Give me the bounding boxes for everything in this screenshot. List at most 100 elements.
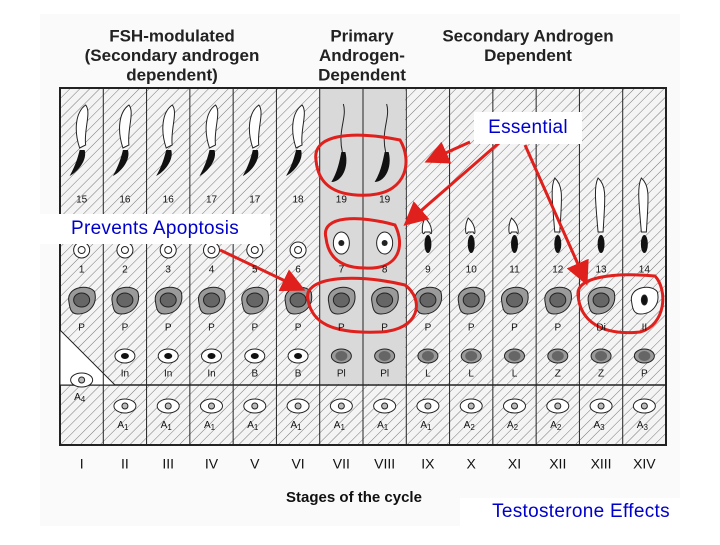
- cell-label: Pl: [380, 369, 389, 380]
- spermatid-tail: [374, 152, 390, 182]
- cell-label: A1: [247, 420, 259, 432]
- cell-label: A1: [377, 420, 389, 432]
- cell-label: P: [208, 323, 215, 334]
- cell-label: P: [511, 323, 518, 334]
- nucleus: [164, 402, 172, 410]
- nucleus: [120, 353, 129, 359]
- cell-label: A1: [334, 420, 346, 432]
- label-subscript: 1: [384, 423, 389, 432]
- circle-late-stages: [576, 273, 665, 335]
- step-number: 1: [79, 265, 85, 276]
- nucleus: [203, 292, 220, 308]
- label-base: A: [117, 420, 124, 431]
- cell-label: Pl: [337, 369, 346, 380]
- cell-label: A2: [464, 420, 476, 432]
- nucleus: [250, 353, 259, 359]
- annotation: Testosterone Effects: [492, 501, 670, 522]
- cell-label: II: [642, 323, 648, 334]
- nucleus: [294, 402, 302, 410]
- spermatid-tail: [242, 150, 259, 176]
- step-number: 7: [339, 265, 345, 276]
- cell-label: A1: [161, 420, 173, 432]
- nucleus: [332, 292, 350, 308]
- spermatid-tail: [199, 150, 216, 176]
- arrow: [424, 140, 471, 164]
- nucleus: [73, 292, 91, 308]
- spermatid-tail: [156, 150, 172, 176]
- step-number: 16: [163, 195, 175, 206]
- stage-label: IX: [421, 456, 435, 472]
- spermatid-head: [119, 104, 132, 149]
- label-base: A: [420, 420, 427, 431]
- stage-label: V: [250, 456, 260, 472]
- header: Androgen-: [319, 46, 405, 65]
- spermatid-tail: [69, 150, 86, 176]
- nucleus: [551, 351, 564, 361]
- nucleus: [549, 292, 567, 308]
- step-number: 11: [509, 265, 520, 276]
- primary-dependent-band: [319, 89, 405, 384]
- cell-label: B: [251, 369, 258, 380]
- label-base: A: [334, 420, 341, 431]
- label-base: A: [247, 420, 254, 431]
- step-number: 14: [639, 265, 651, 276]
- nucleus: [462, 292, 480, 308]
- nucleus: [338, 240, 345, 246]
- nucleus: [597, 402, 605, 410]
- cell-label: In: [164, 369, 172, 380]
- stage-label: IV: [205, 456, 219, 472]
- label-base: A: [550, 420, 557, 431]
- cell-label: P: [381, 323, 388, 334]
- step-number: 3: [165, 265, 171, 276]
- header: Secondary Androgen: [442, 26, 613, 45]
- spermatid-head: [554, 235, 562, 253]
- stage-label: VIII: [374, 456, 395, 472]
- nucleus: [419, 292, 437, 308]
- label-base: A: [377, 420, 384, 431]
- header: Dependent: [484, 46, 572, 65]
- stage-label: VII: [333, 456, 350, 472]
- nucleus: [511, 402, 518, 410]
- circle-spermatocytes: [306, 276, 418, 334]
- label-subscript: 1: [427, 423, 432, 432]
- circle-round: [323, 217, 402, 270]
- label-subscript: 1: [254, 423, 259, 432]
- cell-label: A2: [507, 420, 519, 432]
- arrow: [523, 144, 589, 286]
- label-subscript: 1: [340, 423, 345, 432]
- step-number: 16: [119, 195, 131, 206]
- step-number: 10: [466, 265, 478, 276]
- spermatid-tail: [112, 150, 129, 176]
- cell-label: A1: [117, 420, 129, 432]
- step-number: 15: [76, 195, 88, 206]
- nucleus: [381, 402, 389, 410]
- nucleus: [376, 292, 394, 308]
- label-subscript: 3: [600, 423, 605, 432]
- label-subscript: 3: [643, 423, 648, 432]
- header: FSH-modulated: [109, 26, 235, 45]
- arrow: [219, 248, 306, 292]
- cell-label: P: [554, 323, 561, 334]
- cell-label: Z: [598, 369, 604, 380]
- spermatid-tail: [286, 150, 302, 176]
- nucleus: [208, 402, 215, 410]
- nucleus: [638, 351, 651, 361]
- elongating-spermatid: [508, 217, 519, 234]
- nucleus: [424, 402, 432, 410]
- cell-label: P: [338, 323, 345, 334]
- nucleus: [421, 351, 434, 361]
- nucleus: [381, 240, 388, 246]
- nucleus: [465, 351, 478, 361]
- cell-label: P: [295, 323, 302, 334]
- label-base: A: [74, 392, 81, 403]
- header: (Secondary androgen: [85, 46, 260, 65]
- label-box: [460, 498, 702, 526]
- label-base: A: [204, 420, 211, 431]
- label-base: A: [507, 420, 514, 431]
- header: Primary: [330, 26, 394, 45]
- label-box: [40, 214, 270, 244]
- label-subscript: 2: [557, 423, 562, 432]
- label-box: [474, 112, 582, 144]
- nucleus: [77, 246, 86, 254]
- nucleus: [294, 246, 303, 254]
